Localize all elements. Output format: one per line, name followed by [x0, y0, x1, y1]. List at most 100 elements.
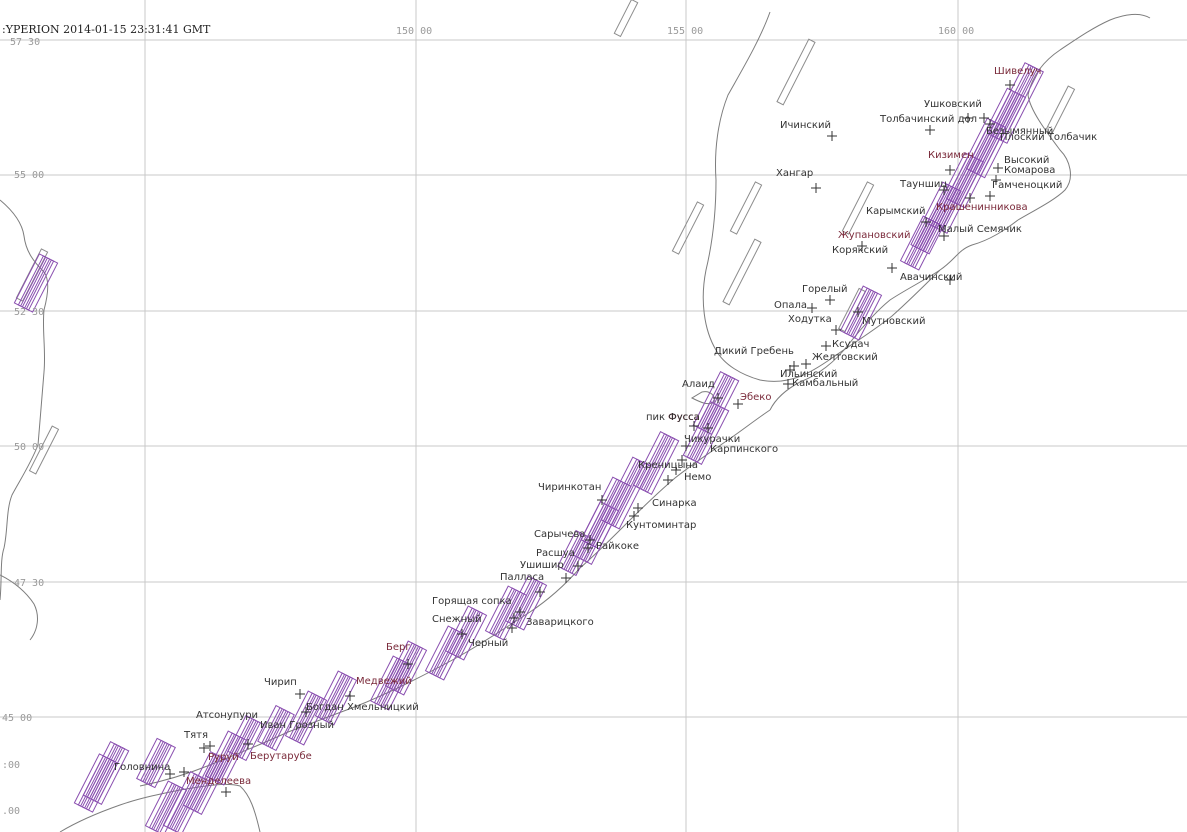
volcano-label: Креницына [638, 460, 698, 471]
swath-footprint [326, 676, 358, 726]
volcano-label: Руруй [208, 752, 239, 763]
volcano-label: Кизимен [928, 150, 974, 161]
volcano-marker-icon [789, 361, 799, 371]
volcano-label: Головнина [114, 762, 170, 773]
volcano-marker-icon [561, 573, 571, 583]
volcano-label: Карпинского [710, 444, 778, 455]
volcano-label: Желтовский [812, 352, 878, 363]
volcano-label: Безымянный [986, 126, 1053, 137]
volcano-marker-icon [457, 629, 467, 639]
volcano-labels: Шивелуч Ушковский Безымянный Толбачинский д… [114, 66, 1097, 787]
volcano-marker-icon [573, 561, 583, 571]
volcano-label: Эбеко [740, 392, 771, 403]
volcano-marker-icon [783, 379, 793, 389]
volcano-marker-icon [945, 165, 955, 175]
swath-footprint [174, 777, 210, 832]
volcano-marker-icon [199, 743, 209, 753]
volcano-label: Тятя [183, 730, 208, 741]
volcano-label: Менделеева [186, 776, 251, 787]
volcano-marker-icon [857, 241, 867, 251]
volcano-label: Горящая сопка [432, 596, 512, 607]
swath-footprint [396, 646, 428, 696]
kamchatka-coast-east [939, 13, 1151, 271]
volcano-marker-icon [925, 125, 935, 135]
lon-tick-155: 155 00 [667, 26, 703, 37]
volcano-label: Чиринкотан [538, 482, 601, 493]
volcano-marker-icon [585, 535, 595, 545]
volcano-marker-icon [509, 613, 519, 623]
volcano-label: Плоский Толбачик [1000, 132, 1097, 143]
swath-footprint [269, 710, 295, 752]
swath-footprint [1044, 85, 1076, 135]
swath-footprint [148, 743, 176, 789]
swath-footprint [25, 259, 59, 313]
volcano-label: Райкоке [596, 541, 639, 552]
volcano-label: Хангар [776, 168, 813, 179]
lat-tick-50-00: 50 00 [14, 442, 44, 453]
swath-footprint [613, 0, 639, 38]
volcano-label: Алаид [682, 379, 715, 390]
volcano-marker-icon [811, 183, 821, 193]
lat-tick-47-30: 47 30 [14, 578, 44, 589]
volcano-marker-icon [629, 511, 639, 521]
lat-tick-55-00: 55 00 [14, 170, 44, 181]
volcano-label: Чикурачки [684, 434, 740, 445]
swath-footprint [592, 482, 632, 550]
map-title: :YPERION 2014-01-15 23:31:41 GMT [2, 23, 211, 36]
volcano-label: Заварицкого [526, 617, 594, 628]
volcano-label: Авачинский [900, 272, 962, 283]
swath-footprint [296, 696, 328, 746]
volcano-label: Ходутка [788, 314, 832, 325]
volcano-label: Высокий [1004, 155, 1049, 166]
volcano-marker-icon [677, 455, 687, 465]
lon-tick-160: 160 00 [938, 26, 974, 37]
volcano-marker-icon [165, 769, 175, 779]
volcano-label: Ичинский [780, 120, 831, 131]
volcano-label: Кунтоминтар [626, 520, 696, 531]
volcano-label: пик Фусса [646, 412, 700, 423]
swath-footprint [722, 238, 762, 306]
volcano-label: Берутарубе [250, 751, 312, 762]
swath-footprint [28, 425, 60, 475]
swath-footprint [841, 181, 875, 235]
volcano-label: Мутновский [862, 316, 925, 327]
volcano-marker-icon [991, 175, 1001, 185]
volcano-label: Атсонупури [196, 710, 258, 721]
volcano-label: Синарка [652, 498, 697, 509]
volcano-marker-icon [821, 341, 831, 351]
swath-footprint [85, 759, 119, 813]
volcano-marker-icon [827, 131, 837, 141]
kamchatka-coast-south [769, 269, 941, 411]
lat-tick-44-00: .00 [2, 806, 20, 817]
volcano-label: Берг [386, 642, 411, 653]
lat-tick-57-30: 57 30 [10, 37, 40, 48]
lat-tick-45-00: 45 00 [2, 713, 32, 724]
volcano-marker-icon [831, 325, 841, 335]
volcano-marker-icon [921, 217, 931, 227]
volcano-marker-icon [979, 113, 989, 123]
volcano-label: Корякский [832, 245, 888, 256]
swath-footprint [436, 631, 468, 681]
volcano-marker-icon [179, 767, 189, 777]
volcano-label: Горелый [802, 284, 848, 295]
volcano-marker-icon [945, 275, 955, 285]
sakhalin-coast-south [0, 444, 39, 601]
swath-footprint [216, 736, 248, 786]
swath-footprint [911, 221, 943, 271]
volcano-label: Ксудач [832, 339, 869, 350]
volcano-marker-icon [671, 465, 681, 475]
volcano-label: Гамченоцкий [992, 180, 1062, 191]
volcano-marker-icon [993, 163, 1003, 173]
swath-footprint [239, 720, 265, 762]
volcano-marker-icon [703, 423, 713, 433]
volcano-marker-icon [507, 623, 517, 633]
volcano-marker-icon [295, 689, 305, 699]
volcano-marker-icon [345, 691, 355, 701]
volcano-marker-icon [633, 503, 643, 513]
volcano-markers [165, 80, 1015, 797]
volcano-label: Камбальный [792, 378, 858, 389]
swath-footprint [94, 747, 130, 805]
volcano-marker-icon [663, 475, 673, 485]
coastlines [0, 11, 1151, 832]
